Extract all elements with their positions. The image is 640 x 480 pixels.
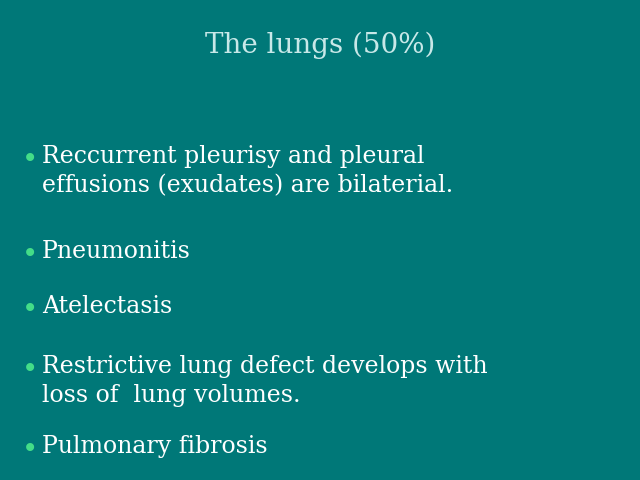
- Text: Restrictive lung defect develops with
loss of  lung volumes.: Restrictive lung defect develops with lo…: [42, 355, 488, 408]
- Text: •: •: [22, 145, 38, 173]
- Text: Reccurrent pleurisy and pleural
effusions (exudates) are bilaterial.: Reccurrent pleurisy and pleural effusion…: [42, 145, 453, 197]
- Text: Pulmonary fibrosis: Pulmonary fibrosis: [42, 435, 268, 458]
- Text: •: •: [22, 295, 38, 323]
- Text: •: •: [22, 240, 38, 268]
- Text: •: •: [22, 435, 38, 463]
- Text: •: •: [22, 355, 38, 383]
- Text: Atelectasis: Atelectasis: [42, 295, 172, 318]
- Text: The lungs (50%): The lungs (50%): [205, 32, 435, 60]
- Text: Pneumonitis: Pneumonitis: [42, 240, 191, 263]
